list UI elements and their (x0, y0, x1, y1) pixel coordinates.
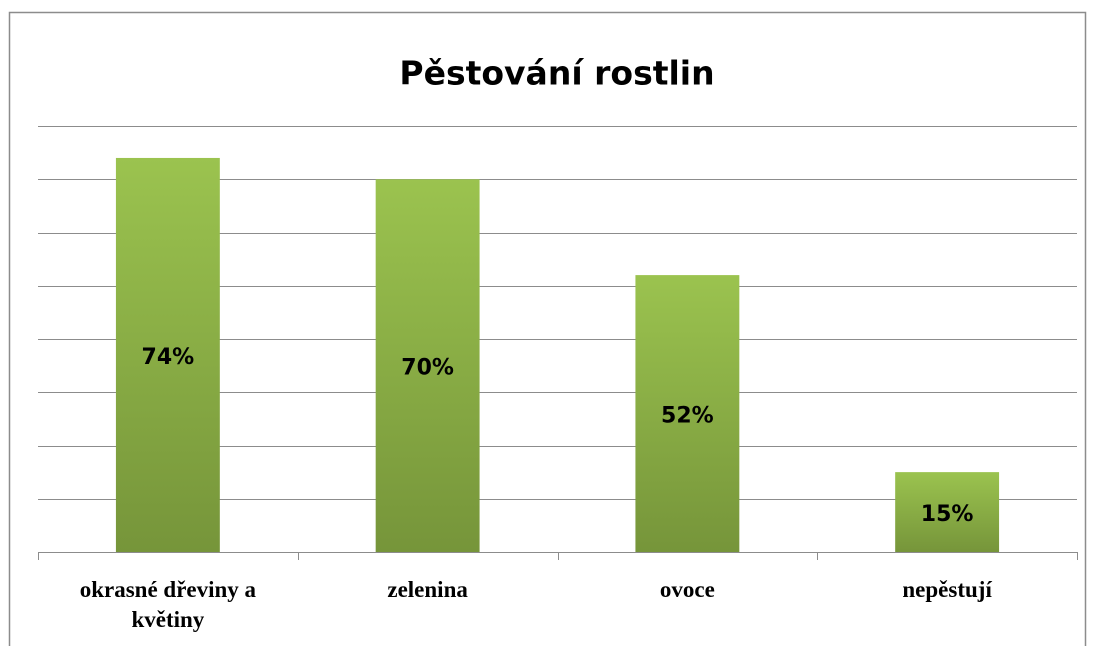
value-label: 70% (401, 356, 454, 381)
bar (375, 179, 480, 552)
x-tick-label: zelenina (387, 577, 468, 602)
chart-title: Pěstování rostlin (399, 54, 714, 93)
bar (115, 157, 220, 552)
bar (895, 472, 1000, 552)
bar (635, 275, 740, 552)
x-tick-label: nepěstují (902, 577, 992, 602)
value-label: 74% (142, 345, 195, 370)
value-label: 52% (661, 404, 714, 429)
x-tick-label: ovoce (659, 577, 715, 602)
value-label: 15% (921, 502, 974, 527)
x-tick-label: okrasné dřeviny a květiny (79, 577, 257, 632)
chart-frame (8, 11, 1087, 646)
